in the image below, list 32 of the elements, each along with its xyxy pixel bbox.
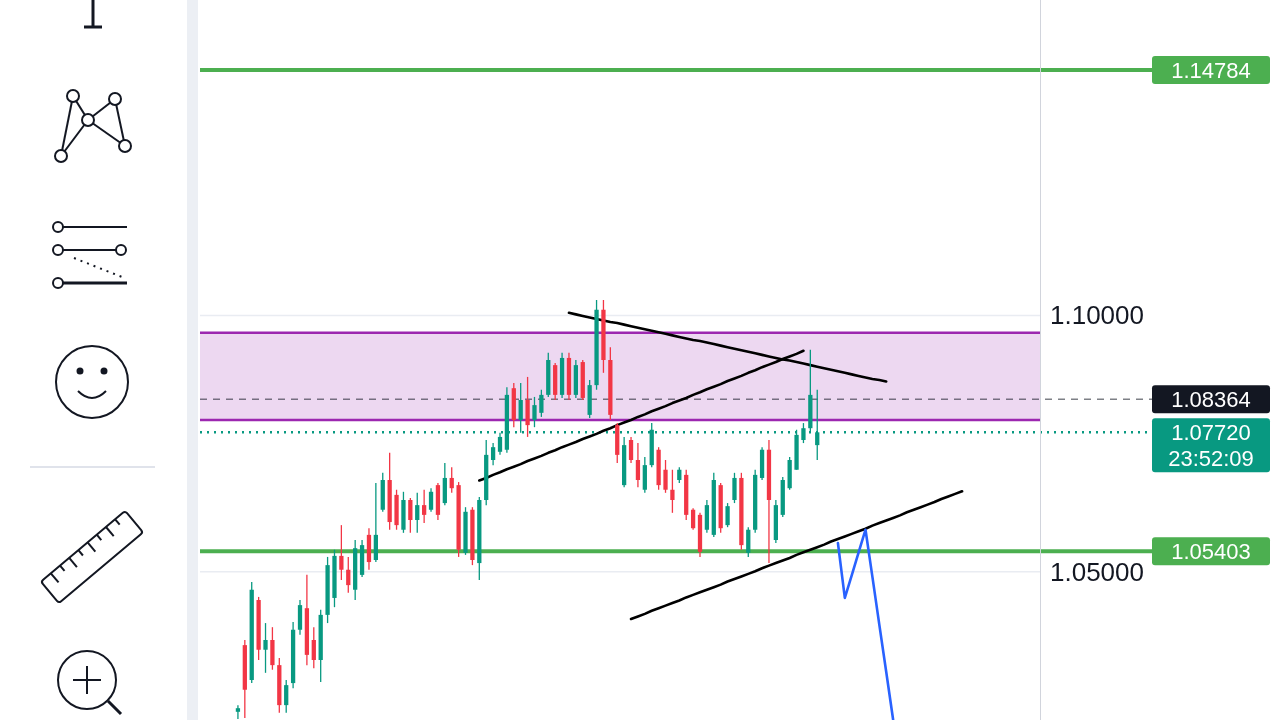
- candlestick: [628, 436, 634, 464]
- candlestick: [670, 469, 675, 514]
- line-series: [629, 489, 964, 621]
- candlestick: [311, 626, 316, 669]
- y-tick-label: 1.05000: [1050, 556, 1144, 587]
- candlestick: [690, 507, 696, 531]
- candlestick: [490, 442, 496, 466]
- candlestick: [732, 472, 737, 504]
- candlestick: [346, 556, 351, 594]
- ref-line-label: 1.14784: [1171, 57, 1251, 83]
- candlestick: [449, 466, 454, 494]
- candlestick: [263, 622, 268, 674]
- candlestick: [428, 487, 434, 513]
- candlestick: [532, 396, 537, 428]
- text: 23:52:09: [1168, 445, 1254, 471]
- candlestick: [408, 497, 413, 534]
- candlestick: [235, 704, 241, 720]
- candlestick: [801, 422, 806, 444]
- ref-line-label: 1.07720: [1171, 419, 1251, 445]
- candlestick: [539, 389, 544, 418]
- candlestick: [663, 459, 668, 494]
- y-tick-label: 1.10000: [1050, 300, 1144, 331]
- ref-line-label: 1.05403: [1171, 538, 1251, 564]
- line-series: [836, 528, 895, 720]
- candlestick: [635, 442, 641, 488]
- candlestick: [339, 524, 344, 581]
- candlestick: [746, 526, 751, 558]
- candlestick: [422, 489, 427, 524]
- candlestick: [284, 679, 289, 714]
- ref-line-label: 1.08364: [1171, 386, 1251, 412]
- candlestick: [415, 492, 420, 534]
- candlestick: [725, 502, 730, 528]
